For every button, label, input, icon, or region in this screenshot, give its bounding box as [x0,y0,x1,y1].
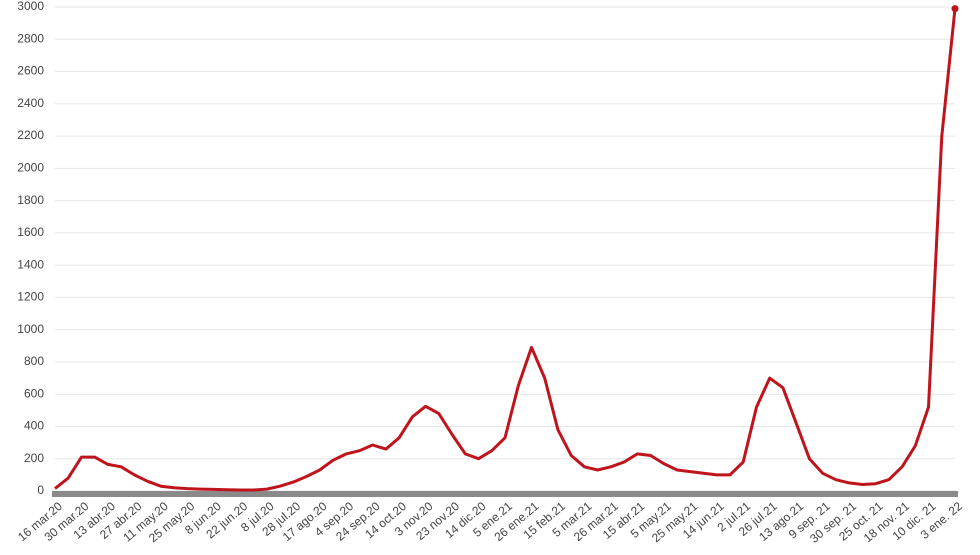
y-tick-label: 200 [24,451,44,465]
y-tick-label: 3000 [17,0,44,13]
y-tick-label: 1200 [17,290,44,304]
y-tick-label: 2800 [17,31,44,45]
y-tick-label: 2000 [17,161,44,175]
y-tick-label: 0 [37,483,44,497]
y-tick-label: 1600 [17,225,44,239]
y-tick-label: 1400 [17,257,44,271]
y-tick-label: 2200 [17,128,44,142]
y-tick-label: 2400 [17,96,44,110]
y-tick-label: 1800 [17,193,44,207]
x-axis [52,491,958,497]
y-tick-label: 600 [24,386,44,400]
y-tick-label: 1000 [17,322,44,336]
line [54,8,957,492]
end-point [951,5,959,13]
y-tick-label: 2600 [17,64,44,78]
y-tick-label: 400 [24,419,44,433]
y-tick-label: 800 [24,354,44,368]
